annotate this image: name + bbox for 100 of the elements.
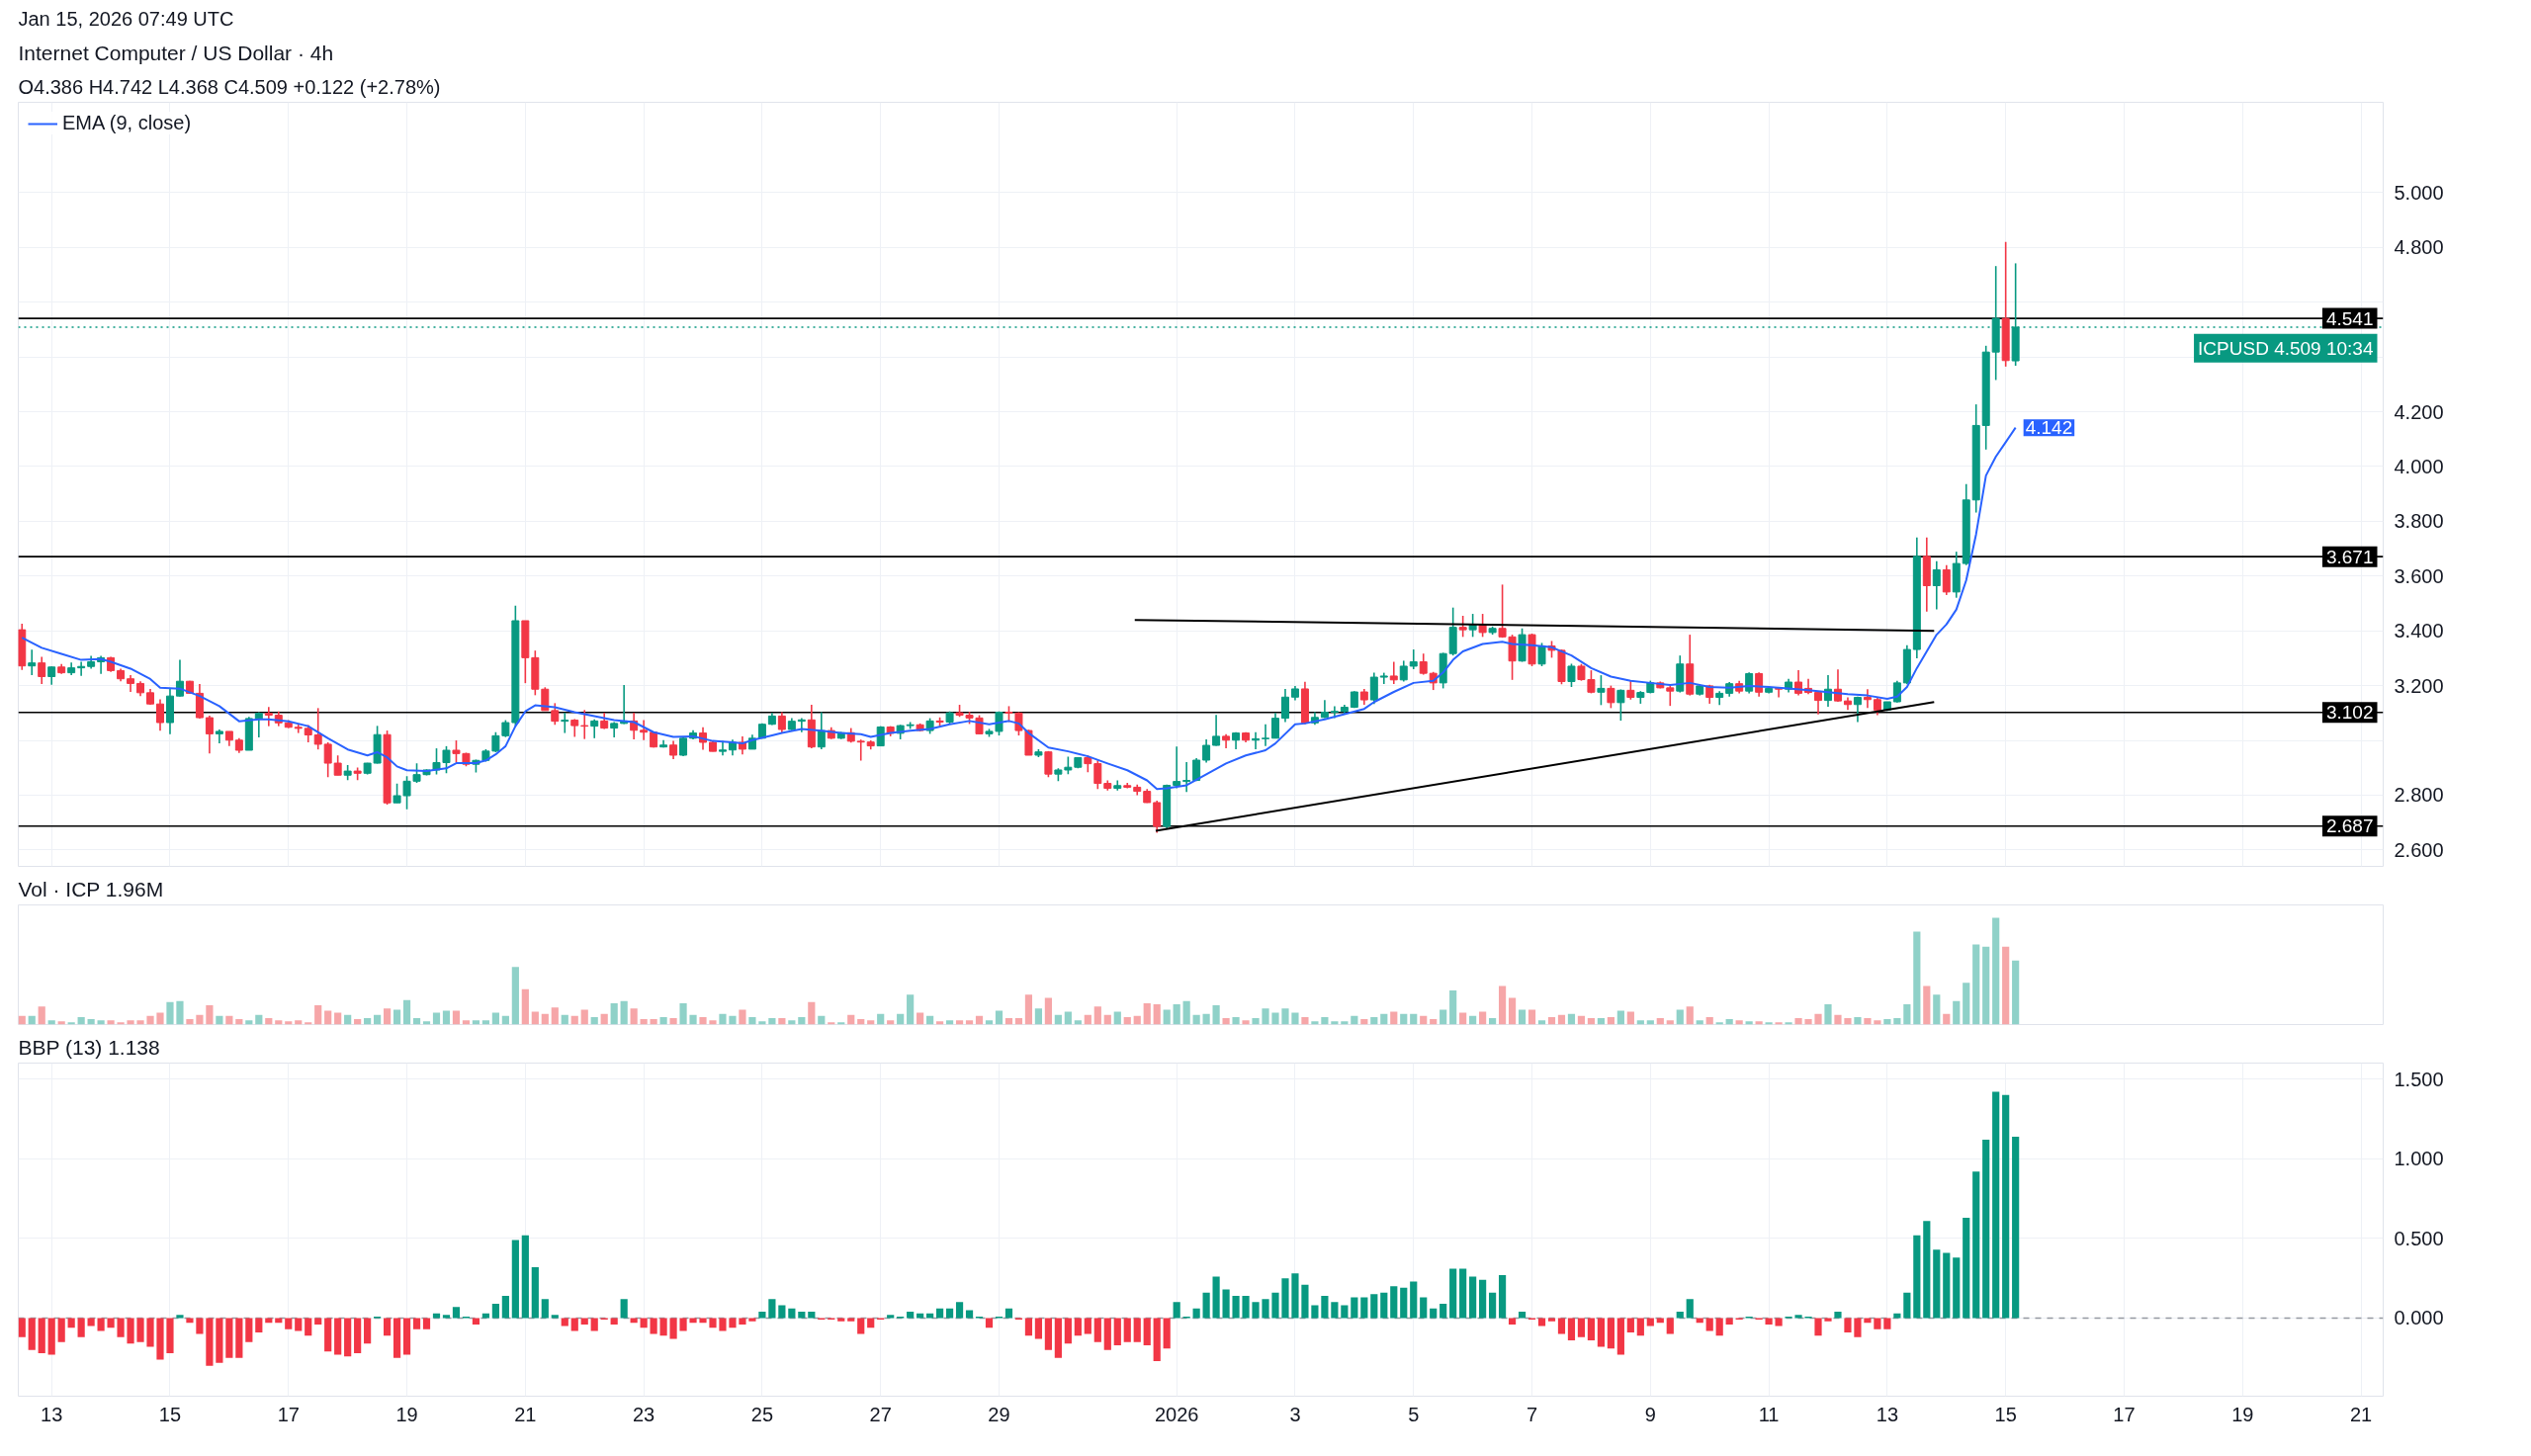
bar [1262, 1008, 1269, 1025]
bar [1311, 1021, 1319, 1025]
bar [156, 1012, 164, 1025]
bar [412, 1318, 421, 1329]
bar [640, 1318, 648, 1328]
bar [383, 1318, 392, 1336]
bar [877, 1013, 885, 1025]
bar [146, 1015, 154, 1025]
bar [758, 1312, 766, 1319]
bar [887, 1315, 895, 1319]
bar [1449, 1268, 1457, 1319]
x-tick-label: 13 [41, 1403, 63, 1425]
bar [216, 1318, 223, 1363]
bar [1469, 1276, 1477, 1319]
bar [778, 1305, 786, 1319]
bar [1933, 1249, 1941, 1319]
bar [344, 1318, 352, 1357]
bar [275, 1020, 283, 1025]
bar [1093, 1006, 1101, 1025]
y-tick-label: 1.000 [2394, 1148, 2444, 1170]
bar [758, 1021, 766, 1025]
bar [1765, 1318, 1773, 1325]
bar [1982, 1139, 1990, 1319]
bar [719, 1013, 727, 1025]
bar [1537, 1020, 1546, 1025]
bar [305, 1318, 312, 1336]
bar [1054, 1318, 1062, 1358]
bar [798, 1312, 806, 1319]
candlestick [1863, 688, 1872, 710]
bar [857, 1019, 865, 1025]
bar [788, 1020, 796, 1025]
candlestick [856, 738, 865, 762]
bar [1933, 994, 1941, 1025]
bar [1903, 1003, 1911, 1025]
bar [245, 1318, 253, 1342]
bar [1173, 1003, 1180, 1025]
bar [1321, 1295, 1329, 1319]
bar [580, 1318, 588, 1325]
bar [225, 1318, 233, 1358]
bar [620, 1299, 628, 1319]
bar [1844, 1018, 1852, 1025]
candlestick [590, 718, 599, 739]
bar [600, 1013, 608, 1025]
bar [1351, 1297, 1358, 1319]
candlestick [1330, 705, 1339, 720]
bar [1380, 1292, 1388, 1319]
bar [1232, 1295, 1240, 1319]
bar [1854, 1016, 1862, 1025]
bar [1331, 1302, 1339, 1319]
bar [1824, 1318, 1832, 1322]
bar [1064, 1011, 1072, 1025]
bar [965, 1020, 974, 1025]
bar [1775, 1022, 1783, 1025]
bar [630, 1318, 638, 1324]
bar [2002, 1094, 2010, 1319]
bar [1814, 1013, 1822, 1025]
x-tick-label: 3 [1289, 1403, 1301, 1425]
bar [945, 1020, 954, 1025]
bar [1301, 1284, 1309, 1319]
bar [768, 1299, 776, 1319]
bar [975, 1015, 984, 1025]
bar [1420, 1015, 1428, 1025]
bar [1192, 1014, 1200, 1025]
bar [28, 1318, 36, 1350]
bar [521, 988, 529, 1025]
bar [1527, 1009, 1536, 1025]
candlestick [1932, 560, 1941, 611]
candlestick [1597, 674, 1606, 707]
bar [818, 1015, 826, 1025]
bar [847, 1014, 855, 1025]
bar [1577, 1318, 1586, 1337]
bar [709, 1020, 717, 1025]
bar [28, 1015, 36, 1025]
bar [1626, 1318, 1634, 1332]
chart-title: BBP (13) 1.138 [18, 1035, 160, 1059]
bar [748, 1016, 756, 1025]
bar [1705, 1016, 1713, 1025]
candlestick [777, 711, 786, 734]
candlestick [551, 702, 560, 727]
bar [1537, 1318, 1546, 1327]
bar [206, 1318, 214, 1366]
bar [1103, 1318, 1111, 1350]
bar [1597, 1318, 1605, 1347]
bar [1074, 1318, 1082, 1336]
bar [729, 1015, 737, 1025]
bar [1913, 931, 1921, 1025]
bar [1410, 1281, 1418, 1319]
bar [907, 994, 915, 1025]
bar [1864, 1018, 1872, 1025]
bar [590, 1016, 598, 1025]
candlestick [1044, 750, 1053, 778]
bar [1430, 1019, 1438, 1025]
bar [1271, 1012, 1279, 1025]
bar [1202, 1013, 1210, 1025]
bar [1834, 1014, 1842, 1025]
bar [926, 1015, 934, 1025]
bar [669, 1018, 677, 1025]
bar [166, 1318, 174, 1353]
bar [867, 1020, 875, 1025]
bar [354, 1019, 362, 1025]
